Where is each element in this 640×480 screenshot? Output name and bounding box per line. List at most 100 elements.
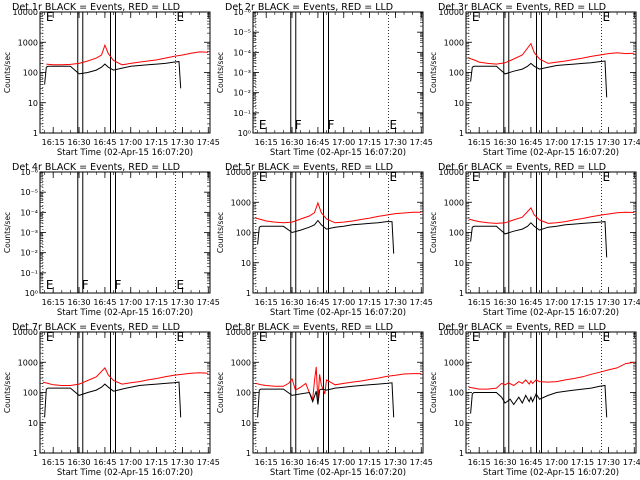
y-tick-label: 1 [246, 449, 251, 458]
x-axis-label: Start Time (02-Apr-15 16:07:20) [270, 308, 406, 318]
y-tick-label: 10⁻¹ [233, 109, 251, 118]
x-tick-label: 17:30 [597, 298, 620, 307]
y-tick-label: 100 [449, 69, 464, 78]
series-lld-line [468, 361, 635, 390]
x-tick-label: 17:30 [171, 138, 194, 147]
y-tick-label: 10000 [439, 168, 464, 177]
series-events-line [470, 384, 608, 418]
plot-frame [465, 11, 637, 134]
marker-label-E: E [603, 10, 611, 24]
x-axis-label: Start Time (02-Apr-15 16:07:20) [483, 308, 619, 318]
y-axis-label: Counts/sec [216, 52, 225, 93]
x-tick-label: 17:15 [145, 138, 168, 147]
x-tick-label: 16:15 [468, 298, 491, 307]
series-lld-line [255, 366, 422, 402]
marker-label-E: E [177, 278, 185, 292]
marker-label-E: E [46, 278, 54, 292]
y-tick-label: 10⁰ [238, 129, 251, 138]
panel-det-4r: 10⁰ 10⁻¹ 10⁻² 10⁻³ 10⁻⁴ 10⁻⁵ 10⁻⁶ 16:15 16:30 16:… [3, 162, 220, 318]
y-tick-label: 10⁻³ [20, 229, 38, 238]
x-tick-label: 16:30 [68, 298, 91, 307]
x-tick-label: 16:15 [468, 458, 491, 467]
x-tick-label: 16:45 [519, 298, 542, 307]
y-tick-label: 10⁻³ [233, 69, 251, 78]
series-events-line [470, 60, 608, 98]
marker-label-E: E [259, 170, 267, 184]
series-lld-line [42, 367, 209, 386]
x-tick-label: 16:30 [494, 298, 517, 307]
plot-frame [252, 171, 424, 294]
panel-det-2r: 10⁰ 10⁻¹ 10⁻² 10⁻³ 10⁻⁴ 10⁻⁵ 10⁻⁶ 16:15 16:30 16:… [216, 2, 433, 158]
y-tick-label: 1 [33, 449, 38, 458]
x-axis-label: Start Time (02-Apr-15 16:07:20) [270, 468, 406, 478]
x-tick-label: 16:45 [93, 458, 116, 467]
y-tick-label: 1 [459, 129, 464, 138]
y-tick-label: 1000 [444, 358, 464, 367]
x-tick-label: 17:45 [623, 138, 640, 147]
x-tick-label: 17:30 [384, 138, 407, 147]
x-tick-label: 16:15 [255, 458, 278, 467]
y-tick-label: 1000 [18, 38, 38, 47]
x-axis-label: Start Time (02-Apr-15 16:07:20) [483, 468, 619, 478]
marker-label-F: F [328, 118, 335, 132]
marker-label-E: E [390, 330, 398, 344]
series-events-line [257, 382, 395, 418]
y-tick-label: 10⁻¹ [20, 269, 38, 278]
x-tick-label: 17:15 [358, 138, 381, 147]
y-tick-label: 100 [449, 389, 464, 398]
x-tick-label: 17:30 [597, 458, 620, 467]
marker-label-F: F [115, 278, 122, 292]
x-axis-label: Start Time (02-Apr-15 16:07:20) [270, 148, 406, 158]
x-tick-label: 17:00 [332, 458, 355, 467]
panel-det-7r: 1 10 100 1000 10000 16:15 16:30 16:45 17:00 17:15… [3, 322, 220, 478]
y-tick-label: 10 [28, 419, 38, 428]
x-axis-label: Start Time (02-Apr-15 16:07:20) [57, 148, 193, 158]
y-axis-label: Counts/sec [216, 212, 225, 253]
y-tick-label: 1000 [444, 38, 464, 47]
x-tick-label: 17:15 [358, 458, 381, 467]
marker-label-E: E [390, 170, 398, 184]
marker-label-E: E [472, 330, 480, 344]
y-tick-label: 10000 [439, 328, 464, 337]
x-tick-label: 16:30 [68, 138, 91, 147]
x-tick-label: 16:15 [468, 138, 491, 147]
plot-frame [39, 171, 211, 294]
series-lld-line [468, 207, 635, 224]
panel-det-3r: 1 10 100 1000 10000 16:15 16:30 16:45 17:00 17:15… [429, 2, 640, 158]
y-tick-label: 10000 [226, 168, 251, 177]
x-tick-label: 17:30 [384, 458, 407, 467]
marker-label-E: E [46, 10, 54, 24]
y-tick-label: 10000 [439, 8, 464, 17]
series-events-line [44, 61, 182, 89]
y-axis-label: Counts/sec [3, 52, 12, 93]
y-tick-label: 10 [28, 99, 38, 108]
x-tick-label: 16:45 [306, 138, 329, 147]
panel-title: Det 7r BLACK = Events, RED = LLD [12, 322, 180, 333]
x-tick-label: 16:30 [281, 458, 304, 467]
marker-label-E: E [390, 118, 398, 132]
x-tick-label: 16:45 [519, 458, 542, 467]
y-tick-label: 10000 [13, 328, 38, 337]
x-tick-label: 17:45 [410, 138, 433, 147]
plot-frame [465, 171, 637, 294]
y-axis-label: Counts/sec [216, 372, 225, 413]
x-tick-label: 17:45 [623, 298, 640, 307]
x-tick-label: 17:45 [410, 298, 433, 307]
y-tick-label: 10⁻⁶ [233, 8, 251, 17]
panel-det-5r: 1 10 100 1000 10000 16:15 16:30 16:45 17:00 17:15… [216, 162, 433, 318]
marker-label-E: E [177, 10, 185, 24]
panel-det-8r: 1 10 100 1000 10000 16:15 16:30 16:45 17:00 17:15… [216, 322, 433, 478]
y-tick-label: 10 [241, 419, 251, 428]
y-tick-label: 1 [459, 289, 464, 298]
y-tick-label: 1 [459, 449, 464, 458]
x-tick-label: 16:30 [281, 138, 304, 147]
y-tick-label: 100 [236, 389, 251, 398]
y-tick-label: 10000 [13, 8, 38, 17]
x-tick-label: 17:30 [384, 298, 407, 307]
y-tick-label: 10 [454, 99, 464, 108]
x-tick-label: 17:15 [571, 458, 594, 467]
panel-title: Det 9r BLACK = Events, RED = LLD [438, 322, 606, 333]
x-axis-label: Start Time (02-Apr-15 16:07:20) [57, 468, 193, 478]
x-tick-label: 16:45 [93, 138, 116, 147]
y-tick-label: 10 [241, 259, 251, 268]
